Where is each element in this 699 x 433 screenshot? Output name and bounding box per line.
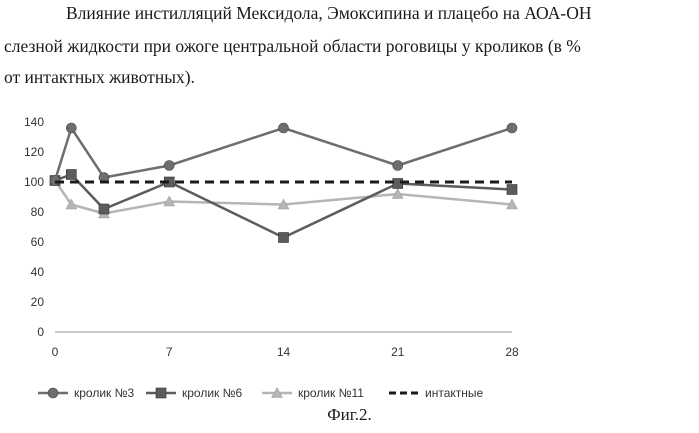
data-point <box>66 123 76 133</box>
data-point <box>393 161 403 171</box>
figure-caption: Фиг.2. <box>0 405 699 425</box>
data-point <box>99 204 109 214</box>
y-axis: 0 20 40 60 80 100 120 140 <box>24 115 44 339</box>
legend-marker <box>48 388 58 398</box>
legend-marker <box>156 388 166 398</box>
y-tick-label: 20 <box>31 295 45 309</box>
legend-label: кролик №11 <box>298 386 364 400</box>
y-tick-label: 120 <box>24 145 44 159</box>
x-tick-label: 28 <box>505 345 519 359</box>
x-tick-label: 14 <box>277 345 291 359</box>
x-tick-label: 7 <box>166 345 173 359</box>
data-point <box>507 123 517 133</box>
data-point <box>507 185 517 195</box>
x-tick-label: 0 <box>52 345 59 359</box>
series-line <box>55 128 512 181</box>
data-point <box>279 123 289 133</box>
series-1 <box>50 123 517 186</box>
series-layer <box>50 123 518 243</box>
legend-label: кролик №3 <box>74 386 134 400</box>
data-point <box>164 161 174 171</box>
y-tick-label: 100 <box>24 175 44 189</box>
y-tick-label: 80 <box>31 205 45 219</box>
data-point <box>66 170 76 180</box>
legend: кролик №3 кролик №6 кролик №11 интактные <box>38 386 483 400</box>
x-tick-label: 21 <box>391 345 405 359</box>
y-tick-label: 60 <box>31 235 45 249</box>
y-tick-label: 40 <box>31 265 45 279</box>
legend-label: кролик №6 <box>182 386 242 400</box>
legend-label: интактные <box>425 386 483 400</box>
y-tick-label: 0 <box>37 325 44 339</box>
data-point <box>279 233 289 243</box>
y-tick-label: 140 <box>24 115 44 129</box>
x-axis: 0 7 14 21 28 <box>52 332 519 359</box>
